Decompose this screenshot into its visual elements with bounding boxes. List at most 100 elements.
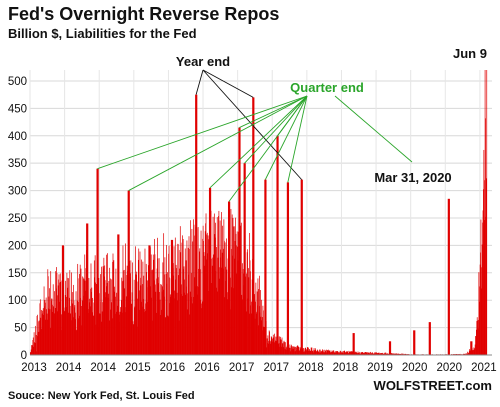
spike-bar: [286, 182, 290, 355]
bar: [103, 268, 104, 355]
bar: [81, 306, 83, 355]
bar: [296, 350, 297, 355]
bar: [235, 273, 237, 355]
bar: [343, 353, 345, 355]
bar: [41, 314, 43, 355]
bar: [328, 349, 329, 355]
bar: [101, 266, 102, 355]
bar: [298, 350, 300, 355]
bar: [74, 305, 76, 355]
bar: [135, 246, 136, 355]
bar: [298, 346, 299, 355]
bar: [385, 352, 387, 355]
bar: [133, 324, 135, 355]
bar: [158, 258, 160, 355]
bar: [278, 343, 280, 355]
y-tick-label: 150: [8, 268, 27, 280]
bar: [325, 352, 327, 355]
bar: [466, 353, 468, 355]
bar: [198, 268, 200, 355]
bar: [225, 266, 227, 355]
bar: [473, 347, 475, 355]
bar: [124, 312, 126, 355]
bar: [60, 314, 62, 355]
bar: [349, 351, 351, 355]
bar: [35, 334, 37, 355]
bar: [45, 319, 47, 355]
bar: [255, 301, 256, 355]
bar: [58, 279, 59, 355]
bar: [137, 259, 139, 355]
bar: [93, 302, 95, 355]
bar: [124, 288, 125, 355]
bar: [329, 352, 331, 355]
bar: [159, 291, 160, 355]
bar: [140, 301, 142, 355]
bar: [241, 294, 243, 355]
bar: [153, 280, 155, 355]
bar: [384, 353, 385, 355]
bar: [187, 309, 189, 355]
bar: [233, 288, 234, 355]
bar: [120, 307, 121, 355]
bar: [395, 353, 396, 355]
bar: [486, 70, 488, 355]
y-tick-label: 50: [14, 323, 27, 335]
bar: [158, 277, 160, 355]
bar: [126, 275, 128, 355]
bar: [41, 309, 42, 355]
bar: [267, 335, 269, 355]
bar: [120, 311, 122, 355]
bar: [378, 353, 380, 355]
bar: [111, 279, 113, 355]
bar: [217, 291, 219, 355]
bar: [173, 246, 175, 355]
bar: [136, 281, 138, 355]
bar: [199, 248, 201, 355]
bar: [469, 348, 471, 355]
bar: [459, 353, 461, 355]
bar: [216, 217, 218, 355]
bar: [213, 254, 215, 355]
bar: [90, 263, 92, 355]
bar: [90, 288, 91, 355]
spike-bar: [127, 190, 130, 355]
bar: [110, 309, 112, 355]
bar: [182, 295, 184, 355]
bar: [202, 238, 204, 355]
bar: [322, 349, 324, 355]
bar: [342, 352, 344, 355]
x-tick-label: 2017: [229, 362, 255, 374]
y-tick-label: 100: [8, 295, 27, 307]
bar: [154, 238, 155, 355]
bar: [261, 299, 263, 355]
bar: [370, 351, 371, 355]
bar: [268, 330, 270, 355]
bar: [73, 300, 75, 355]
x-tick-label: 2018: [333, 362, 359, 374]
bar: [377, 353, 378, 355]
bar: [338, 351, 340, 355]
spike-bar: [227, 201, 231, 355]
bar: [73, 284, 74, 355]
bar: [176, 292, 178, 355]
bar: [468, 352, 470, 355]
bar: [168, 253, 170, 355]
annotation-mar-31-2020: Mar 31, 2020: [374, 170, 451, 185]
bar: [363, 353, 364, 355]
bar: [267, 343, 268, 355]
bar: [283, 340, 285, 355]
bar: [476, 317, 478, 355]
bar: [202, 225, 204, 355]
bar: [324, 350, 326, 355]
bar: [355, 351, 357, 355]
bar: [284, 342, 286, 355]
bar: [186, 293, 188, 355]
bar: [392, 353, 394, 355]
spike-bar: [238, 127, 241, 355]
bar: [299, 347, 301, 355]
bar: [358, 352, 359, 355]
bar: [366, 353, 368, 355]
bar: [368, 352, 370, 355]
bar: [306, 347, 308, 355]
